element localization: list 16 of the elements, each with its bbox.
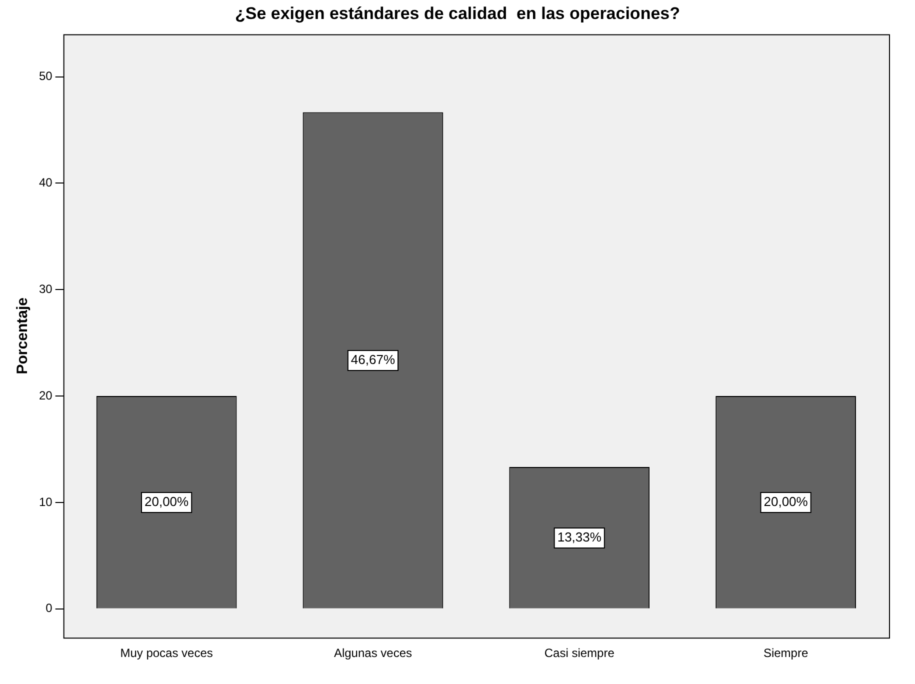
y-tick-label: 10 bbox=[38, 494, 53, 509]
y-tick-label: 40 bbox=[38, 176, 53, 190]
y-tick-label: 0 bbox=[46, 601, 53, 616]
chart-title: ¿Se exigen estándares de calidad en las operaciones? bbox=[234, 4, 681, 24]
data-label: 20,00% bbox=[144, 494, 190, 510]
x-tick-label: Siempre bbox=[763, 646, 808, 660]
y-axis-title: Porcentaje bbox=[14, 298, 32, 374]
y-tick-label: 20 bbox=[38, 388, 53, 402]
data-label: 46,67% bbox=[350, 352, 396, 368]
x-tick-label: Muy pocas veces bbox=[120, 646, 213, 660]
data-label: 13,33% bbox=[557, 530, 602, 545]
data-label: 20,00% bbox=[764, 494, 808, 510]
x-tick-label: Algunas veces bbox=[334, 646, 412, 660]
x-tick-label: Casi siempre bbox=[544, 646, 615, 660]
y-tick-label: 50 bbox=[38, 69, 53, 84]
y-tick-label: 30 bbox=[38, 282, 53, 296]
